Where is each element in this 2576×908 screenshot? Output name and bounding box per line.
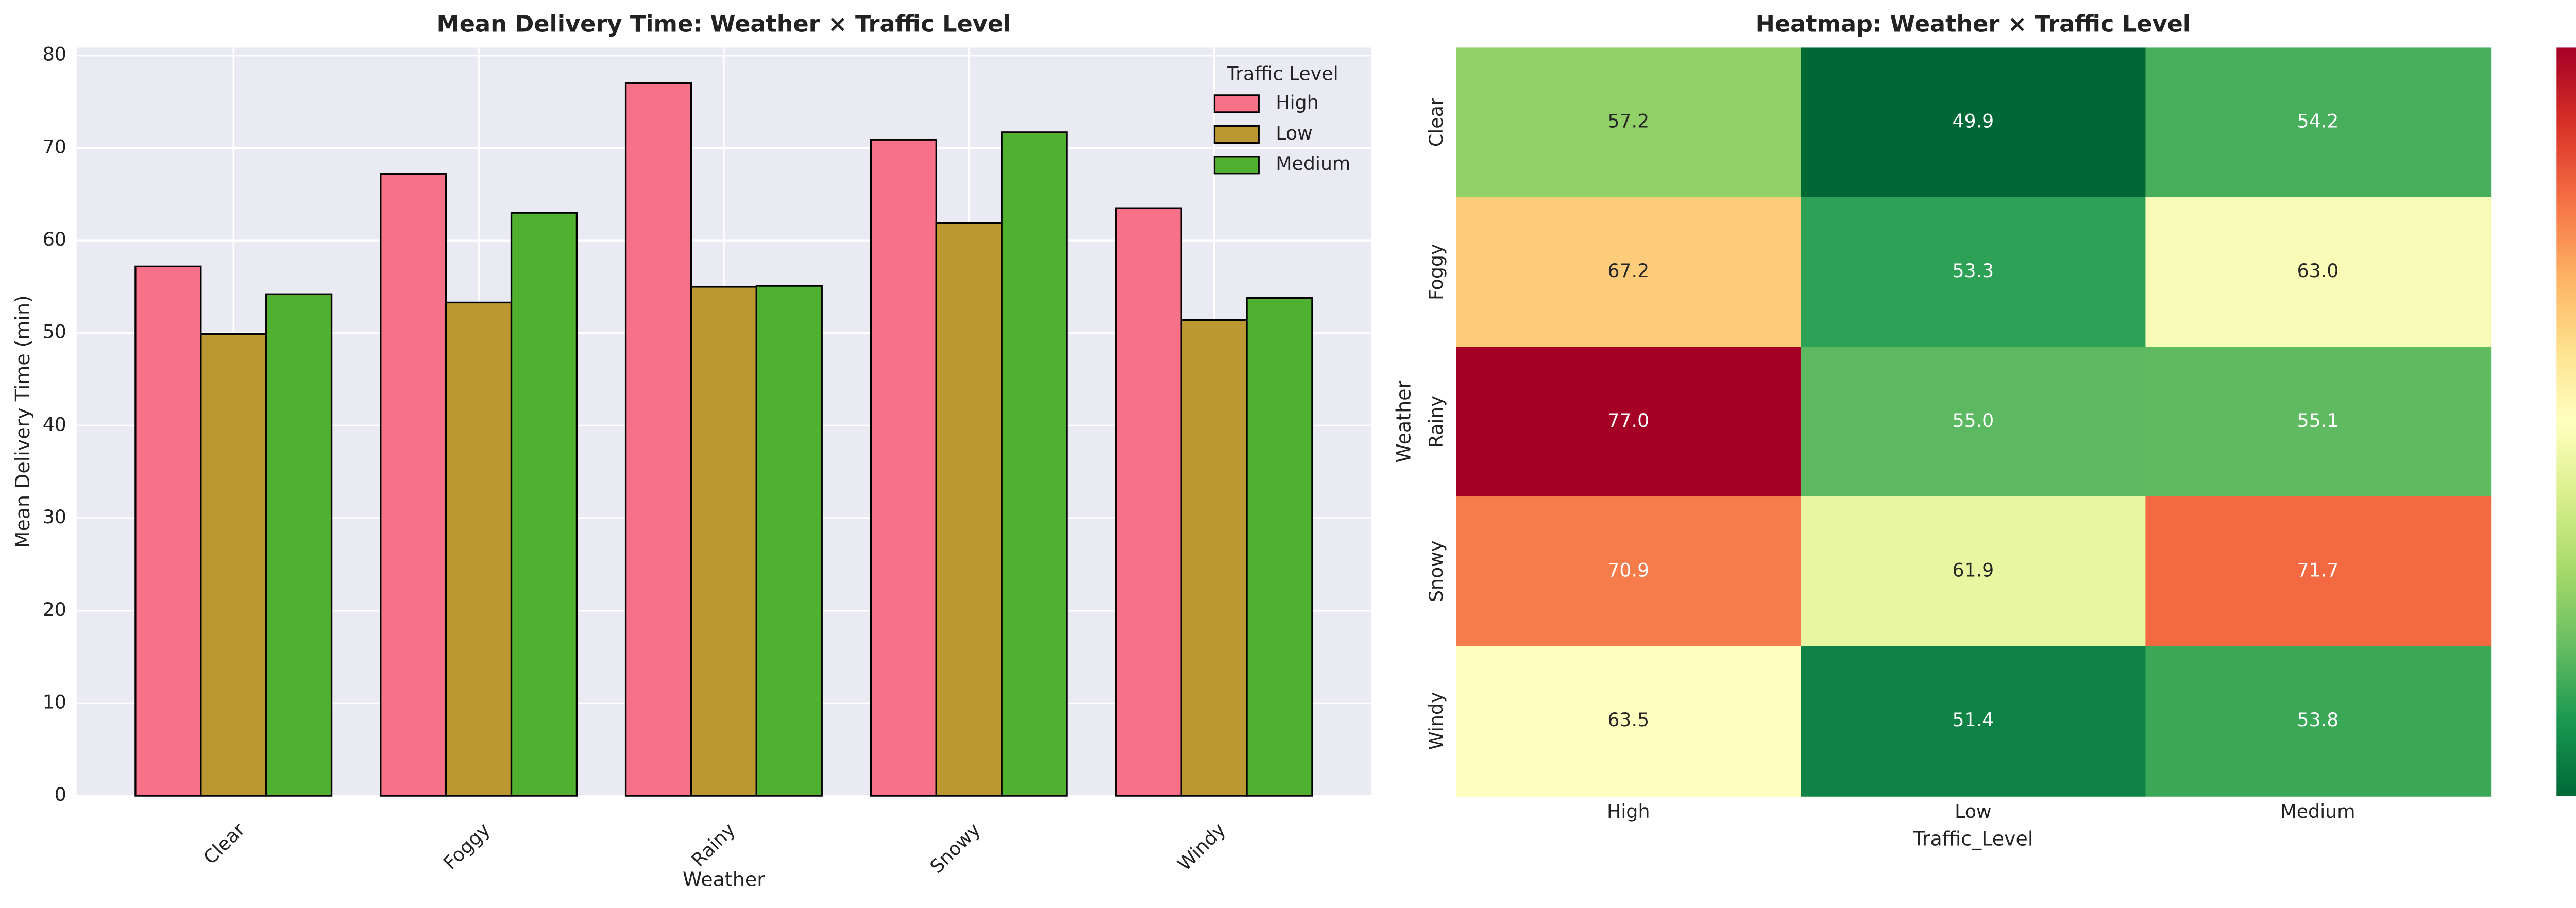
heatmap-cell — [1456, 496, 1802, 647]
cell-label: 77.0 — [1607, 409, 1649, 432]
bar — [624, 82, 692, 797]
heatmap-cell — [1801, 197, 2147, 348]
bar — [200, 333, 267, 797]
y-tick-label: 70 — [43, 135, 66, 158]
cell-label: 53.8 — [2297, 709, 2339, 731]
heatmap-cell — [2145, 47, 2492, 198]
heatmap-cell — [1801, 496, 2147, 647]
cell-label: 61.9 — [1952, 559, 1994, 581]
cell-label: 51.4 — [1952, 709, 1994, 731]
legend-label: High — [1276, 91, 1318, 113]
heatmap-cell — [1456, 347, 1802, 498]
heatmap-cell — [1801, 47, 2147, 198]
cell-label: 63.0 — [2297, 260, 2339, 282]
bar — [1180, 319, 1248, 797]
bar — [1115, 207, 1182, 797]
bar — [134, 265, 202, 797]
legend-label: Low — [1276, 122, 1312, 144]
y-tick-label: 10 — [43, 691, 66, 713]
heatmap-cell — [1456, 646, 1802, 797]
cell-label: 57.2 — [1607, 110, 1649, 132]
bar — [445, 301, 513, 797]
y-tick-label: 40 — [43, 413, 66, 435]
heatmap-cell — [2145, 347, 2492, 498]
legend-title: Traffic Level — [1226, 62, 1338, 84]
cell-label: 49.9 — [1952, 110, 1994, 132]
x-tick-label: Snowy — [925, 818, 985, 878]
y-tick-label: 60 — [43, 228, 66, 250]
heatmap-cell — [2145, 496, 2492, 647]
heatmap-cell — [1801, 347, 2147, 498]
x-tick-label: Rainy — [687, 818, 739, 871]
cell-label: 55.1 — [2297, 409, 2339, 432]
x-tick-label: Medium — [2280, 800, 2355, 823]
bar — [1001, 131, 1068, 797]
y-tick-label: Foggy — [1425, 244, 1447, 300]
cell-label: 55.0 — [1952, 409, 1994, 432]
x-axis-label: Weather — [683, 868, 765, 891]
x-tick-label: Foggy — [439, 818, 495, 874]
x-tick-label: Clear — [199, 818, 249, 869]
chart-title: Mean Delivery Time: Weather × Traffic Le… — [436, 11, 1011, 38]
x-tick-label: High — [1607, 800, 1650, 823]
chart-title: Heatmap: Weather × Traffic Level — [1756, 11, 2191, 38]
y-tick-label: 80 — [43, 43, 66, 65]
bar — [870, 139, 937, 797]
heatmap-cell — [1456, 197, 1802, 348]
colorbar — [2556, 47, 2576, 796]
y-tick-label: Snowy — [1425, 541, 1447, 602]
y-tick-label: 0 — [55, 783, 66, 806]
x-tick-label: Windy — [1173, 818, 1230, 875]
x-axis-label: Traffic_Level — [1912, 827, 2033, 850]
legend-label: Medium — [1276, 152, 1350, 175]
bar — [510, 212, 578, 797]
y-axis-label: Weather — [1393, 380, 1415, 462]
legend-swatch — [1213, 125, 1260, 144]
cell-label: 67.2 — [1607, 260, 1649, 282]
cell-label: 71.7 — [2297, 559, 2339, 581]
cell-label: 54.2 — [2297, 110, 2339, 132]
bar — [755, 285, 823, 797]
legend: Traffic Level High Low Medium — [1213, 62, 1350, 175]
cell-label: 53.3 — [1952, 260, 1994, 282]
bar — [380, 173, 447, 797]
legend-swatch — [1213, 94, 1260, 113]
heatmap-cell — [1801, 646, 2147, 797]
y-tick-label: Clear — [1425, 98, 1447, 147]
heatmap-cell — [2145, 197, 2492, 348]
bar — [935, 222, 1003, 797]
y-tick-label: Rainy — [1425, 396, 1447, 448]
bar — [1246, 297, 1313, 797]
y-axis-label: Mean Delivery Time (min) — [11, 295, 34, 548]
y-tick-label: 20 — [43, 598, 66, 621]
y-tick-label: 50 — [43, 321, 66, 343]
y-tick-label: 30 — [43, 506, 66, 528]
heatmap-cell — [2145, 646, 2492, 797]
bar — [265, 293, 333, 797]
cell-label: 63.5 — [1607, 709, 1649, 731]
cell-label: 70.9 — [1607, 559, 1649, 581]
y-tick-label: Windy — [1425, 692, 1447, 750]
x-tick-label: Low — [1955, 800, 1991, 823]
heatmap-cell — [1456, 47, 1802, 198]
legend-swatch — [1213, 156, 1260, 175]
bar — [690, 286, 758, 797]
